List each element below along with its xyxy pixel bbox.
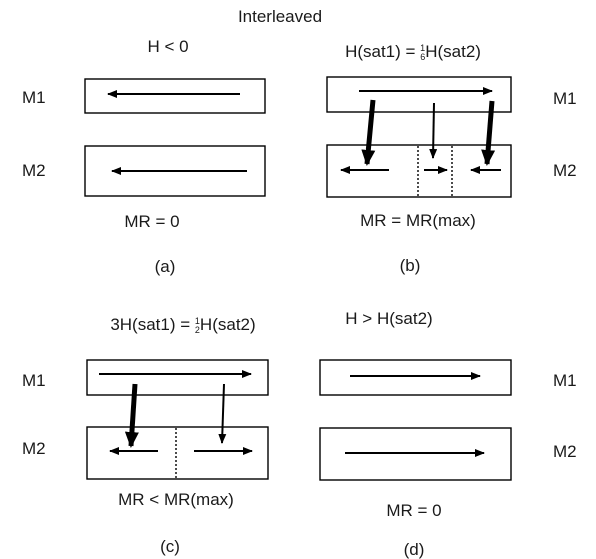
panel-d-condition: H > H(sat2) [345,309,432,328]
panel-a-condition: H < 0 [147,37,188,56]
panel-d-m1-label: M1 [553,371,577,390]
panel-c: 3H(sat1) = 1 2H(sat2) M1 M2 MR < MR(max) … [22,315,269,556]
panel-d-m1-layer [319,359,512,396]
panel-b-m1-label: M1 [553,89,577,108]
panel-c-m1-layer [86,359,269,396]
panel-b-condition: H(sat1) = 1 6H(sat2) [345,42,481,62]
panel-b-condition-num: 1 [420,43,425,53]
panel-b-m2-label: M2 [553,161,577,180]
panel-b-tag: (b) [400,256,421,275]
panel-b-field-arrow-middle [429,102,438,159]
panel-c-field-arrow-right [218,383,227,444]
panel-a-m2-label: M2 [22,161,46,180]
panel-a: H < 0 M1 M2 MR = 0 (a) [22,37,266,276]
panel-b-field-arrow-left [361,99,376,166]
panel-c-m1-label: M1 [22,371,46,390]
panel-d-mr: MR = 0 [386,501,441,520]
panel-d-tag: (d) [404,540,425,559]
panel-c-condition-num: 1 [195,316,200,326]
panel-b-condition-lhs: H(sat1) = [345,42,420,61]
panel-c-tag: (c) [160,537,180,556]
panel-a-m1-layer [84,78,266,114]
panel-c-condition-lhs: 3H(sat1) = [110,315,195,334]
panel-b-condition-den: 6 [420,52,425,62]
panel-a-m1-label: M1 [22,88,46,107]
panel-c-m2-label: M2 [22,439,46,458]
panel-b-condition-rhs: H(sat2) [425,42,481,61]
panel-c-condition-den: 2 [195,325,200,335]
panel-c-condition: 3H(sat1) = 1 2H(sat2) [110,315,255,335]
panel-c-field-arrow-left [124,383,139,448]
panel-c-m2-layer [86,426,269,480]
panel-a-tag: (a) [155,257,176,276]
panel-b-field-arrow-right [481,100,496,166]
panel-a-mr: MR = 0 [124,212,179,231]
header-label: Interleaved [238,7,322,26]
panel-b: H(sat1) = 1 6H(sat2) M1 M2 MR = MR(max) (… [326,42,577,275]
panel-c-condition-rhs: H(sat2) [200,315,256,334]
panel-b-m1-layer [326,76,512,113]
panel-d-m2-label: M2 [553,442,577,461]
panel-c-mr: MR < MR(max) [118,490,234,509]
panel-d: H > H(sat2) M1 M2 MR = 0 (d) [319,309,577,559]
panel-b-mr: MR = MR(max) [360,211,476,230]
